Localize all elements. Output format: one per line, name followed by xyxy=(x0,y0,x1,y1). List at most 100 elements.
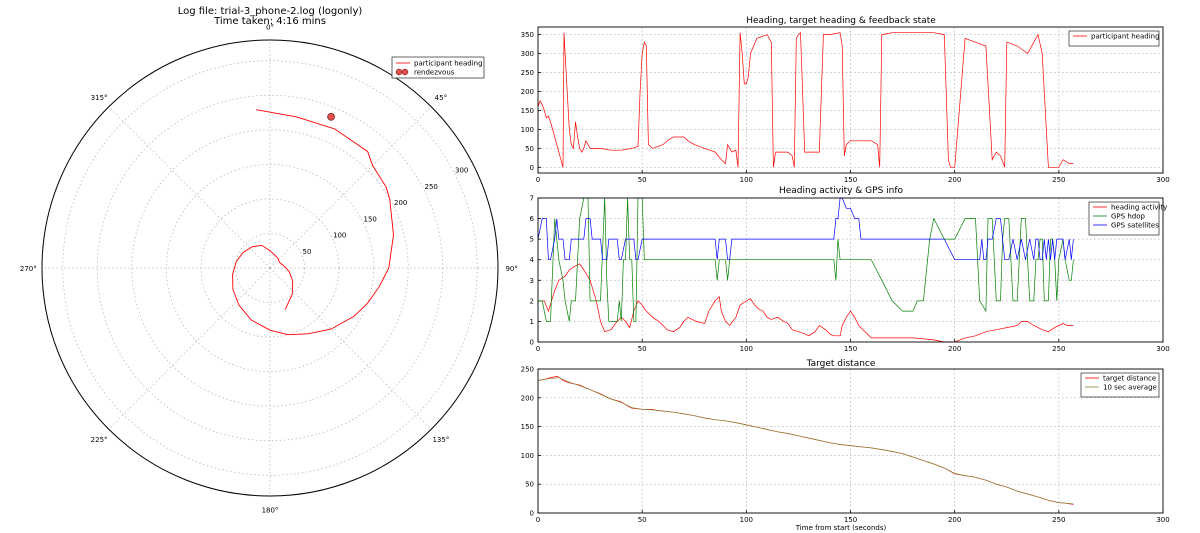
polar-radial-label-150: 150 xyxy=(364,215,377,223)
polar-rendezvous-marker xyxy=(327,113,335,121)
heading-activity-gps-info-legend-gps-hdop: GPS hdop xyxy=(1111,213,1145,221)
heading-activity-gps-info-ytick-label-2: 2 xyxy=(530,297,534,305)
polar-radial-label-50: 50 xyxy=(303,248,312,256)
polar-radial-label-100: 100 xyxy=(333,232,346,240)
panel-heading-title: Heading, target heading & feedback state xyxy=(746,16,936,26)
polar-grid xyxy=(41,39,499,497)
heading-activity-gps-info-series-heading-activity xyxy=(538,263,1074,343)
heading-activity-gps-info-ytick-label-5: 5 xyxy=(530,236,534,244)
target-distance-ytick-label-250: 250 xyxy=(521,366,534,374)
heading-target-heading-feedback-state-xtick-label-250: 250 xyxy=(1052,176,1065,184)
heading-target-heading-feedback-state-ytick-label-100: 100 xyxy=(521,126,534,134)
polar-spoke-315 xyxy=(108,106,271,269)
polar-angle-label-180: 180° xyxy=(262,507,279,515)
polar-spoke-45 xyxy=(269,106,432,269)
target-distance-xtick-label-50: 50 xyxy=(638,516,647,524)
polar-legend: participant heading rendezvous xyxy=(391,56,485,79)
heading-target-heading-feedback-state-ytick-label-300: 300 xyxy=(521,50,534,58)
polar-angle-label-270: 270° xyxy=(20,265,37,273)
polar-subtitle: Time taken: 4:16 mins xyxy=(213,16,326,27)
legend-participant-heading: participant heading xyxy=(414,60,483,68)
target-distance-ytick-label-100: 100 xyxy=(521,452,534,460)
polar-angle-label-45: 45° xyxy=(435,94,447,102)
heading-target-heading-feedback-state-xtick-label-300: 300 xyxy=(1156,176,1169,184)
panel-activity: Heading activity & GPS info 0 50 100 150 200… xyxy=(530,186,1170,353)
panel-heading-plot: 0 50 100 150 200 250 300 0 50 100 150 200 250 300 350 p… xyxy=(521,26,1170,184)
panel-distance-plot: 0 50 100 150 200 250 300 0 50 100 150 200 250 target … xyxy=(521,366,1170,525)
target-distance-ytick-label-200: 200 xyxy=(521,394,534,402)
heading-target-heading-feedback-state-ytick-label-350: 350 xyxy=(521,31,534,39)
target-distance-ytick-label-0: 0 xyxy=(530,510,534,518)
target-distance-frame xyxy=(537,368,1164,514)
heading-target-heading-feedback-state-series-participant-heading xyxy=(537,31,1074,168)
target-distance-legend-box xyxy=(1080,372,1160,398)
polar-spoke-135 xyxy=(269,267,432,430)
polar-angle-label-135: 135° xyxy=(432,436,449,444)
polar-outer-ring xyxy=(41,39,499,497)
heading-activity-gps-info-legend-box xyxy=(1088,201,1160,236)
heading-activity-gps-info-xtick-label-150: 150 xyxy=(844,345,857,353)
legend-rendezvous-marker xyxy=(395,68,403,76)
heading-activity-gps-info-xtick-label-100: 100 xyxy=(740,345,753,353)
panel-distance-xlabel: Time from start (seconds) xyxy=(795,524,887,532)
target-distance-series-target-distance xyxy=(537,376,1074,505)
polar-ring-50 xyxy=(235,233,305,303)
target-distance-legend-target-distance: target distance xyxy=(1103,375,1156,383)
heading-target-heading-feedback-state-xtick-label-150: 150 xyxy=(844,176,857,184)
heading-activity-gps-info-ytick-label-0: 0 xyxy=(530,339,534,347)
heading-activity-gps-info-ytick-label-1: 1 xyxy=(530,318,534,326)
polar-labels: 50 100 150 200 250 300 0° 45° 90° 135° 180° 225° 270… xyxy=(20,23,518,514)
heading-activity-gps-info-legend-heading-activity: heading activity xyxy=(1111,204,1167,212)
polar-radial-label-250: 250 xyxy=(425,183,438,191)
heading-target-heading-feedback-state-legend-box xyxy=(1068,30,1160,47)
polar-ring-150 xyxy=(166,164,374,372)
polar-series-participant-heading xyxy=(232,109,394,336)
target-distance-xtick-label-100: 100 xyxy=(740,516,753,524)
heading-target-heading-feedback-state-frame xyxy=(537,26,1164,174)
heading-activity-gps-info-legend-gps-satellites: GPS satellites xyxy=(1111,222,1159,230)
heading-activity-gps-info-ytick-label-7: 7 xyxy=(530,195,534,203)
heading-target-heading-feedback-state-xtick-label-0: 0 xyxy=(536,176,540,184)
heading-activity-gps-info-ytick-label-6: 6 xyxy=(530,215,535,223)
heading-target-heading-feedback-state-ytick-label-250: 250 xyxy=(521,69,534,77)
polar-angle-label-0: 0° xyxy=(266,23,274,31)
target-distance-xtick-label-250: 250 xyxy=(1052,516,1065,524)
heading-activity-gps-info-frame xyxy=(537,197,1164,343)
heading-activity-gps-info-ytick-label-3: 3 xyxy=(530,277,534,285)
panel-heading: Heading, target heading & feedback state… xyxy=(521,16,1170,184)
heading-target-heading-feedback-state-ytick-label-0: 0 xyxy=(530,164,534,172)
polar-angle-label-225: 225° xyxy=(91,436,108,444)
target-distance-xtick-label-0: 0 xyxy=(536,516,540,524)
polar-ring-300 xyxy=(62,60,478,476)
target-distance-xtick-label-150: 150 xyxy=(844,516,857,524)
heading-activity-gps-info-series-gps-hdop xyxy=(538,197,1074,322)
heading-activity-gps-info-xtick-label-200: 200 xyxy=(948,345,961,353)
heading-target-heading-feedback-state-xtick-label-50: 50 xyxy=(638,176,647,184)
target-distance-legend-10-sec-average: 10 sec average xyxy=(1103,384,1157,392)
polar-angle-label-90: 90° xyxy=(505,265,517,273)
heading-activity-gps-info-xtick-label-250: 250 xyxy=(1052,345,1065,353)
polar-series xyxy=(232,109,394,336)
target-distance-ytick-label-50: 50 xyxy=(525,481,534,489)
polar-ring-200 xyxy=(131,129,409,407)
heading-target-heading-feedback-state-xtick-label-200: 200 xyxy=(948,176,961,184)
heading-activity-gps-info-xtick-label-50: 50 xyxy=(638,345,647,353)
panel-activity-title: Heading activity & GPS info xyxy=(779,186,904,196)
target-distance-series-10-sec-average xyxy=(537,377,1074,505)
polar-angle-label-315: 315° xyxy=(91,94,108,102)
heading-activity-gps-info-ytick-label-4: 4 xyxy=(530,256,535,264)
target-distance-xtick-label-200: 200 xyxy=(948,516,961,524)
legend-rendezvous: rendezvous xyxy=(414,69,455,77)
polar-radial-label-300: 300 xyxy=(455,167,468,175)
heading-activity-gps-info-xtick-label-300: 300 xyxy=(1156,345,1169,353)
polar-title: Log file: trial-3_phone-2.log (logonly) xyxy=(178,6,363,17)
target-distance-ytick-label-150: 150 xyxy=(521,423,534,431)
target-distance-xtick-label-300: 300 xyxy=(1156,516,1169,524)
heading-activity-gps-info-xtick-label-0: 0 xyxy=(536,345,540,353)
polar-chart: Log file: trial-3_phone-2.log (logonly) … xyxy=(20,6,518,515)
heading-target-heading-feedback-state-ytick-label-150: 150 xyxy=(521,107,534,115)
heading-target-heading-feedback-state-xtick-label-100: 100 xyxy=(740,176,753,184)
heading-activity-gps-info-series-gps-satellites xyxy=(537,197,1074,261)
heading-target-heading-feedback-state-ytick-label-200: 200 xyxy=(521,88,534,96)
